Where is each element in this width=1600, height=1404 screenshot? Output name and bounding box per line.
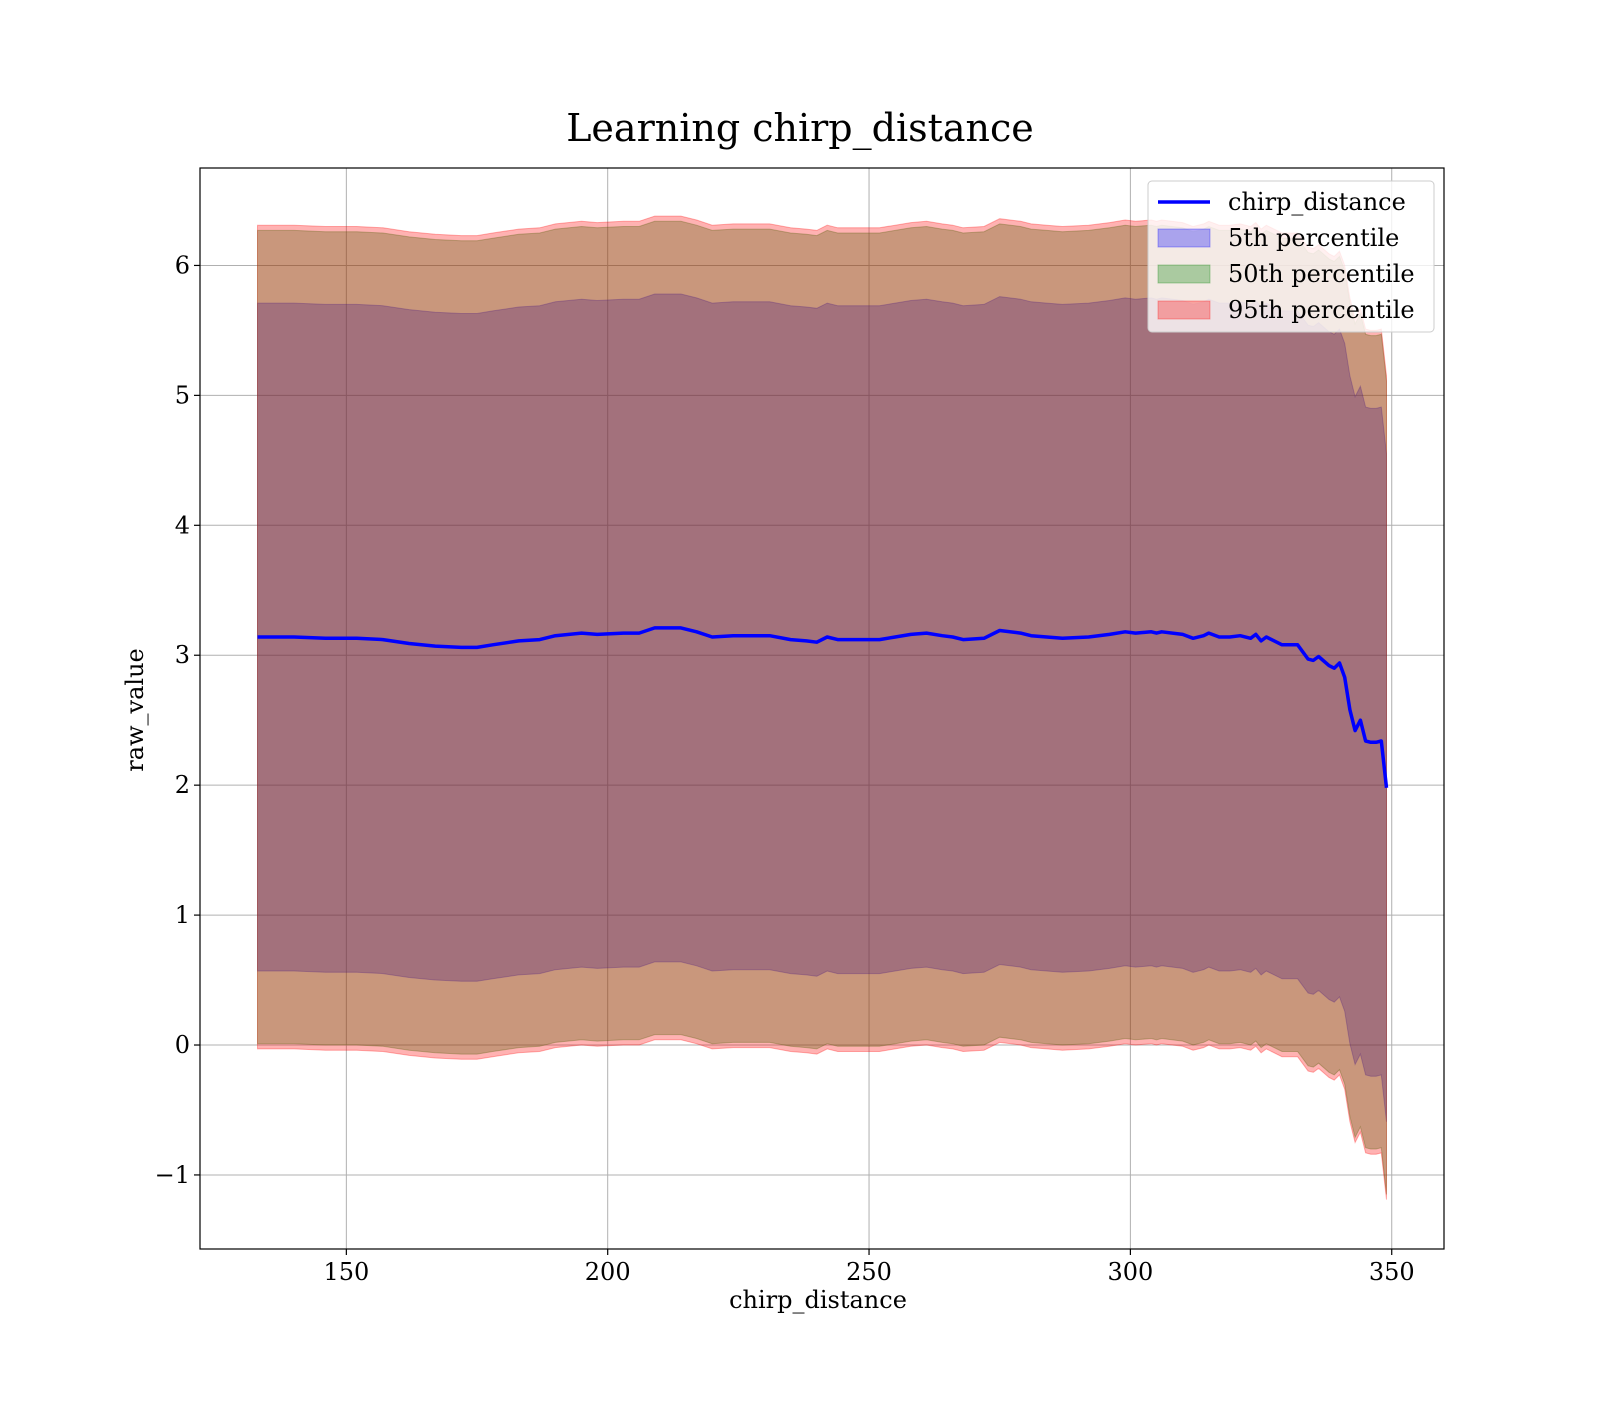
legend: chirp_distance 5th percentile 50th percent… [1147,180,1435,333]
x-axis: 150 200 250 300 350 [323,1249,1415,1286]
x-axis-label: chirp_distance [729,1286,907,1314]
legend-swatch-band [1157,264,1211,284]
x-tick-label: 150 [323,1258,369,1286]
legend-swatch-band [1157,300,1211,320]
percentile-bands [257,215,1387,1200]
legend-box [1147,180,1435,333]
series-lines [257,626,1389,788]
y-tick-label: 4 [175,511,190,539]
y-axis-label: raw_value [121,648,149,772]
y-tick-label: 1 [175,901,190,929]
band-95th-percentile [257,215,1387,1200]
y-tick-label: 5 [175,381,190,409]
x-tick-label: 250 [846,1258,892,1286]
y-tick-label: 6 [175,251,190,279]
y-tick-label: −1 [155,1161,190,1189]
band-5th-percentile [257,293,1387,1122]
legend-label: 95th percentile [1228,296,1415,324]
x-tick-label: 300 [1107,1258,1153,1286]
y-tick-label: 0 [175,1031,190,1059]
legend-swatch-band [1157,228,1211,248]
y-axis: −1 0 1 2 3 4 5 6 [155,251,200,1189]
legend-label: chirp_distance [1228,188,1406,216]
band-50th-percentile [257,220,1387,1195]
legend-label: 50th percentile [1228,260,1415,288]
chart-title: Learning chirp_distance [566,106,1034,151]
legend-label: 5th percentile [1228,224,1399,252]
plot-area [199,167,1445,1250]
x-tick-label: 200 [585,1258,631,1286]
y-tick-label: 2 [175,771,190,799]
series-line-chirp-distance [257,626,1389,788]
x-tick-label: 350 [1369,1258,1415,1286]
plot-frame [199,167,1445,1250]
y-tick-label: 3 [175,641,190,669]
